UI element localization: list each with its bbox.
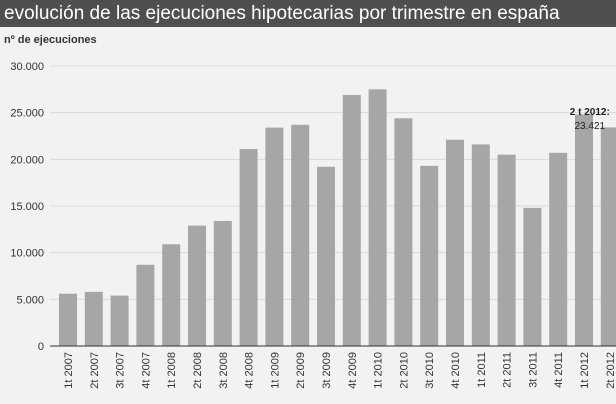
bar <box>162 244 181 346</box>
y-axis-label: nº de ejecuciones <box>4 34 97 46</box>
bar <box>265 127 284 346</box>
bar <box>420 165 439 346</box>
bar <box>446 139 464 346</box>
y-tick-label: 5.000 <box>16 294 44 306</box>
y-tick-label: 20.000 <box>10 154 44 166</box>
x-tick-label: 4t 2011 <box>553 352 565 388</box>
x-tick-label: 2t 2012 <box>605 352 616 389</box>
x-tick-label: 3t 2009 <box>321 352 333 389</box>
bar <box>368 89 387 346</box>
x-tick-label: 3t 2008 <box>218 352 230 389</box>
x-tick-label: 3t 2011 <box>527 352 539 388</box>
bar <box>59 293 77 346</box>
x-tick-label: 1t 2010 <box>373 352 385 389</box>
y-tick-label: 25.000 <box>10 108 44 120</box>
bar <box>84 291 103 346</box>
x-tick-label: 2t 2010 <box>398 352 410 389</box>
x-tick-label: 2t 2011 <box>502 352 514 388</box>
bar <box>213 220 232 346</box>
title-bar: evolución de las ejecuciones hipotecaria… <box>0 0 616 27</box>
bar <box>497 154 516 346</box>
y-tick-label: 0 <box>38 341 44 353</box>
x-tick-label: 1t 2012 <box>579 352 591 389</box>
y-tick-label: 15.000 <box>10 201 44 213</box>
x-tick-label: 4t 2010 <box>450 352 462 389</box>
y-tick-label: 10.000 <box>10 248 44 260</box>
x-tick-label: 3t 2010 <box>424 352 436 389</box>
x-tick-label: 2t 2008 <box>192 352 204 389</box>
annotation-value: 23.421 <box>575 121 606 132</box>
x-tick-label: 2t 2007 <box>89 352 101 389</box>
bar <box>110 295 129 346</box>
x-tick-label: 4t 2007 <box>140 352 152 389</box>
chart-title: evolución de las ejecuciones hipotecaria… <box>4 3 560 24</box>
x-tick-label: 1t 2008 <box>166 352 178 389</box>
bar <box>549 152 568 346</box>
bar <box>471 144 490 346</box>
bar <box>291 124 310 346</box>
x-tick-label: 3t 2007 <box>115 352 127 389</box>
annotation-label: 2 t 2012: <box>570 107 610 118</box>
y-tick-label: 30.000 <box>10 61 44 73</box>
x-tick-label: 1t 2009 <box>269 352 281 389</box>
bar <box>136 264 155 346</box>
bar <box>342 94 361 346</box>
x-tick-label: 1t 2007 <box>63 352 75 389</box>
bar <box>600 127 616 347</box>
x-tick-label: 2t 2009 <box>295 352 307 389</box>
bar <box>575 114 593 347</box>
bar <box>317 166 335 346</box>
x-tick-label: 1t 2011 <box>476 352 488 388</box>
bar <box>523 207 542 346</box>
bar <box>394 118 413 347</box>
bar <box>239 149 258 346</box>
bar <box>188 225 206 346</box>
x-tick-label: 4t 2009 <box>347 352 359 389</box>
x-tick-label: 4t 2008 <box>244 352 256 389</box>
